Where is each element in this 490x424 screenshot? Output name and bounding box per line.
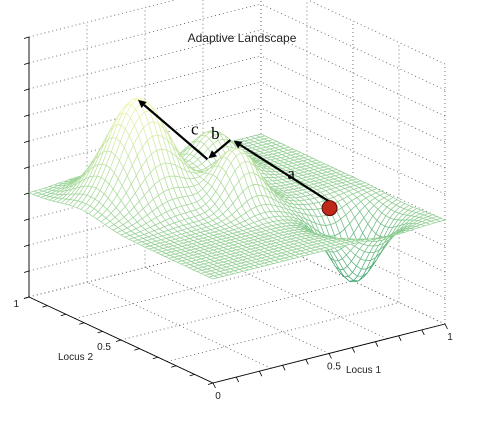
arrow-c-label: c [191,120,199,139]
arrow-annotations: a bc [138,99,330,203]
x-axis-tick [259,371,263,377]
y-axis-tick [152,356,158,360]
z-axis-tick [23,218,30,221]
x-axis-tick [282,365,286,371]
z-axis-tick [23,88,30,91]
x-tick-label: 0 [215,391,221,402]
z-axis-tick [23,270,30,273]
x-axis-tick [375,341,379,347]
x-axis-tick [398,335,402,341]
z-axis-tick [23,36,30,39]
floor-gridline [120,280,354,341]
arrow-a-head [233,140,243,149]
arrow-a-shaft [239,144,330,203]
axes-box [28,0,446,384]
population-ball [321,200,338,217]
z-axis-tick [23,192,30,195]
floor-gridline [86,281,272,369]
y-axis-tick [60,313,66,317]
x-axis-label: Locus 1 [346,365,381,376]
floor-gridline [144,267,330,354]
z-axis-tick [23,140,30,143]
arrow-c-head [138,99,147,108]
y-axis-tick [79,322,85,325]
x-axis-tick [351,347,356,353]
chart-title: Adaptive Landscape [188,31,297,45]
x-axis-tick [212,382,216,389]
z-axis-tick [23,114,30,117]
y-axis-tick [115,339,122,342]
arrow-b-head [208,150,218,159]
y-axis-tick [97,331,103,334]
y-tick-label: 1 [13,299,19,310]
arrow-b-shaft [213,139,232,155]
floor-gridline [166,302,400,362]
z-axis-tick [23,166,30,169]
x-axis-tick [444,323,448,330]
axis-ticks: 0 0.5 1 0.5 1 [13,36,453,402]
y-axis-label: Locus 2 [58,352,93,363]
y-axis-tick [171,365,177,368]
arrow-a-label: a [287,164,295,183]
arrow-c-shaft [143,104,209,161]
z-axis-tick [23,62,30,65]
x-axis-tick [328,353,332,359]
x-axis-tick [421,329,425,336]
arrow-b-label: b [211,124,220,143]
y-axis-tick [134,348,140,351]
y-axis-tick [207,382,214,385]
side-wall-gridline [260,3,446,91]
surface-mesh [27,97,447,283]
x-tick-label: 1 [447,332,453,343]
z-axis-tick [23,244,30,247]
y-axis-tick [189,374,195,377]
x-axis-tick [305,359,309,365]
x-tick-label: 0.5 [327,362,341,373]
y-tick-label: 0.5 [97,342,111,353]
x-axis-tick [235,376,240,383]
surface-cell [207,275,220,280]
z-axis-tick [23,296,30,299]
y-axis-tick [42,305,48,308]
